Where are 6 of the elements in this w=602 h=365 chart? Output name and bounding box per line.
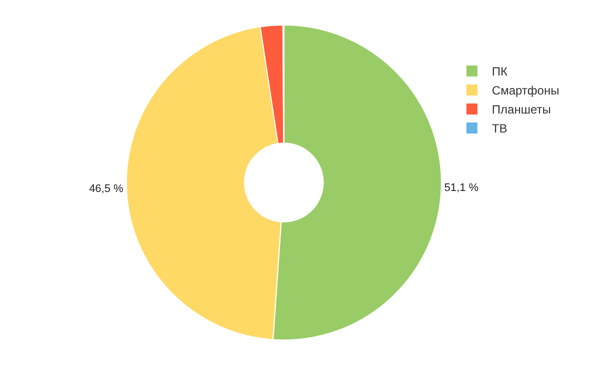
legend-label: Смартфоны: [492, 84, 560, 98]
legend-label: ПК: [492, 64, 508, 79]
legend-label: Планшеты: [492, 102, 551, 117]
data-label: 46,5 %: [89, 182, 124, 195]
legend-label: ТВ: [492, 122, 508, 136]
data-label: 51,1 %: [444, 182, 479, 194]
